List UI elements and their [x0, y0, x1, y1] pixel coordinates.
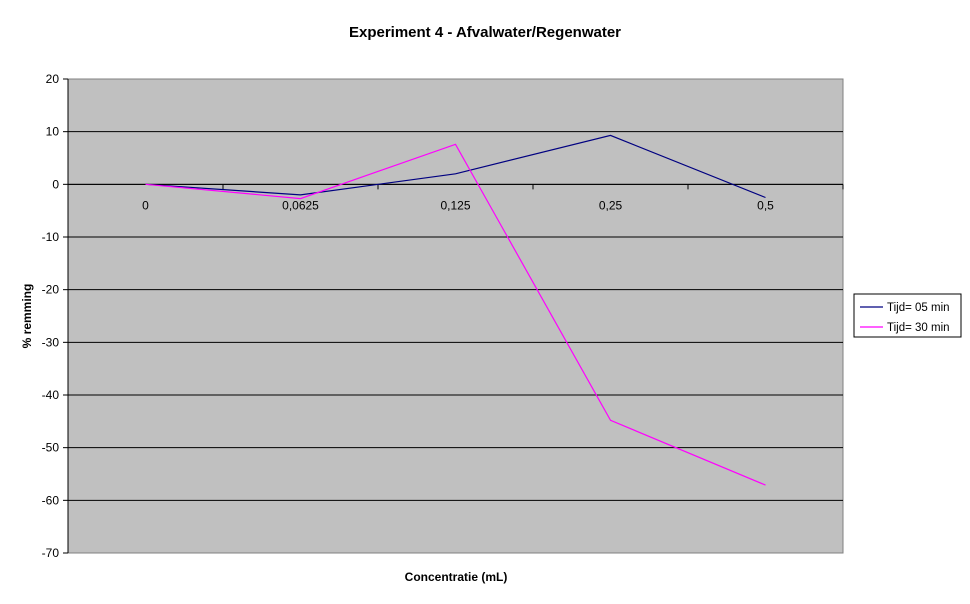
- x-axis: 0 0,0625 0,125 0,25 0,5: [67, 183, 844, 212]
- y-tick-label: -60: [42, 493, 60, 507]
- y-axis: 20 10 0 -10 -20 -30 -40 -50 -60 -70: [42, 72, 69, 560]
- x-tick-label: 0,5: [757, 198, 774, 212]
- y-tick-label: 20: [46, 72, 60, 86]
- y-tick-label: 10: [46, 125, 60, 139]
- y-axis-title: % remming: [20, 284, 34, 349]
- series-lines: [145, 134, 766, 486]
- x-tick-label: 0,125: [440, 198, 470, 212]
- y-tick-label: 0: [52, 177, 59, 191]
- plot-area: [67, 78, 844, 554]
- y-tick-label: -30: [42, 335, 60, 349]
- legend-label-tijd-05-min: Tijd= 05 min: [887, 302, 950, 314]
- x-tick-label: 0: [142, 198, 149, 212]
- y-tick-label: -40: [42, 388, 60, 402]
- y-tick-label: -50: [42, 441, 60, 455]
- y-tick-label: -70: [42, 546, 60, 560]
- y-tick-label: -20: [42, 283, 60, 297]
- y-tick-label: -10: [42, 230, 60, 244]
- legend-box: [853, 293, 962, 338]
- legend: Tijd= 05 min Tijd= 30 min: [853, 293, 962, 338]
- series-line-tijd-05-min: [145, 134, 766, 199]
- legend-label-tijd-30-min: Tijd= 30 min: [887, 322, 950, 334]
- x-tick-label: 0,25: [599, 198, 623, 212]
- series-line-tijd-30-min: [145, 143, 766, 486]
- x-tick-label: 0,0625: [282, 198, 319, 212]
- x-axis-title: Concentratie (mL): [405, 570, 508, 584]
- chart-title: Experiment 4 - Afvalwater/Regenwater: [349, 24, 621, 41]
